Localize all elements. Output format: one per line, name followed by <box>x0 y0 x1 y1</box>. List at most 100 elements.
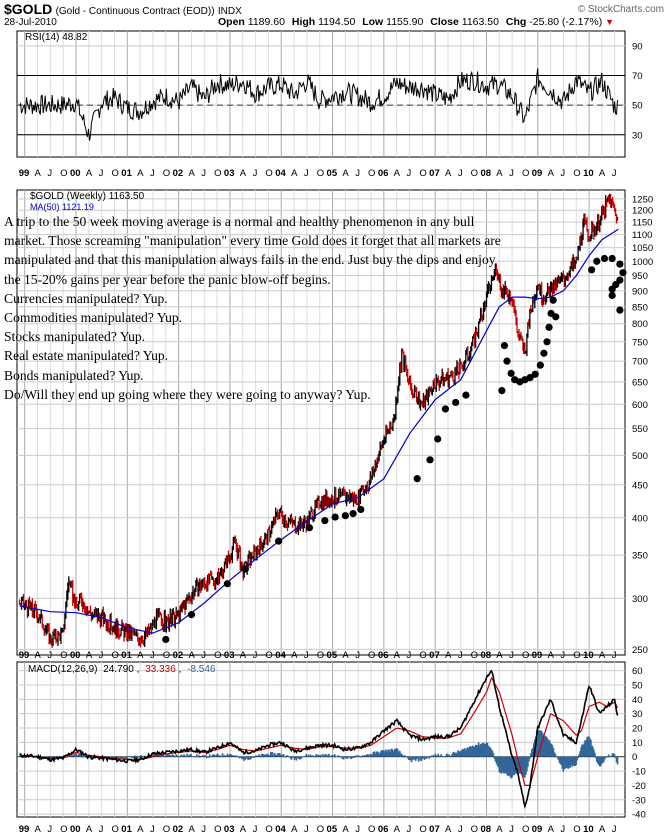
x-tick-label: A <box>394 650 401 661</box>
x-tick-label: O <box>522 824 529 835</box>
x-tick-label: 08 <box>480 824 491 835</box>
macd-legend-hist: -8.546 <box>187 664 216 675</box>
question-mark-dot <box>593 257 601 265</box>
y-tick-label: 300 <box>632 594 648 605</box>
x-tick-label: O <box>419 168 426 179</box>
x-tick-label: J <box>253 168 258 179</box>
question-mark-dot <box>608 254 616 263</box>
x-tick-label: A <box>496 824 503 835</box>
high-value: 1194.50 <box>318 16 356 28</box>
x-tick-label: J <box>509 168 514 179</box>
note-line: Stocks manipulated? Yup. <box>4 329 146 345</box>
x-tick-label: O <box>163 824 170 835</box>
x-tick-label: 02 <box>173 824 184 835</box>
x-tick-label: A <box>342 650 349 661</box>
x-tick-label: O <box>522 650 529 661</box>
x-tick-label: 08 <box>480 168 491 179</box>
x-tick-label: 00 <box>70 168 81 179</box>
y-tick-label: 950 <box>632 271 648 282</box>
y-tick-label: 10 <box>632 738 643 749</box>
buy-dot <box>223 580 231 588</box>
x-tick-label: O <box>214 168 221 179</box>
x-tick-label: A <box>342 168 349 179</box>
x-tick-label: J <box>150 824 155 835</box>
x-tick-label: J <box>612 168 617 179</box>
x-tick-label: J <box>612 650 617 661</box>
x-tick-label: A <box>548 824 555 835</box>
buy-dot <box>426 456 434 464</box>
x-tick-label: A <box>240 824 247 835</box>
x-tick-label: J <box>458 824 463 835</box>
x-tick-label: J <box>458 650 463 661</box>
x-tick-label: 01 <box>121 650 132 661</box>
x-tick-label: A <box>496 168 503 179</box>
y-tick-label: 450 <box>632 480 648 491</box>
x-tick-label: 04 <box>275 168 286 179</box>
x-tick-label: J <box>99 650 104 661</box>
x-tick-label: A <box>291 824 298 835</box>
buy-dot <box>616 306 624 314</box>
x-tick-label: O <box>573 650 580 661</box>
x-tick-label: O <box>163 650 170 661</box>
header-title-row: $GOLD (Gold - Continuous Contract (EOD))… <box>4 1 242 17</box>
rsi-line <box>19 68 618 141</box>
x-tick-label: 03 <box>224 650 235 661</box>
description: (Gold - Continuous Contract (EOD)) <box>55 6 215 17</box>
note-line: Real estate manipulated? Yup. <box>4 348 169 364</box>
x-tick-label: J <box>253 824 258 835</box>
close-label: Close <box>430 16 459 28</box>
x-tick-label: J <box>99 824 104 835</box>
x-tick-label: A <box>599 168 606 179</box>
x-tick-label: A <box>445 168 452 179</box>
high-label: High <box>291 16 316 28</box>
x-tick-label: J <box>150 168 155 179</box>
x-tick-label: 07 <box>429 824 440 835</box>
rsi-legend: RSI(14) 48.82 <box>25 32 88 43</box>
y-tick-label: 70 <box>632 71 643 82</box>
x-tick-label: 09 <box>532 650 543 661</box>
x-tick-label: J <box>201 824 206 835</box>
x-tick-label: O <box>111 650 118 661</box>
x-tick-label: J <box>355 650 360 661</box>
y-tick-label: 550 <box>632 424 648 435</box>
x-tick-label: 06 <box>378 168 389 179</box>
watermark: © StockCharts.com <box>578 4 664 15</box>
buy-dot <box>462 391 470 399</box>
close-value: 1163.50 <box>461 16 499 28</box>
x-tick-label: O <box>317 168 324 179</box>
low-value: 1155.90 <box>386 16 424 28</box>
x-tick-label: O <box>265 824 272 835</box>
y-tick-label: 500 <box>632 451 648 462</box>
rsi-panel: 30 50 70 90 <box>16 30 643 158</box>
y-tick-label: 700 <box>632 357 648 368</box>
x-tick-label: A <box>291 650 298 661</box>
x-tick-label: 02 <box>173 650 184 661</box>
x-tick-label: J <box>458 168 463 179</box>
macd-legend-macd: 24.790 <box>103 664 134 675</box>
u-shape-dot <box>543 338 551 346</box>
x-tick-label: A <box>137 650 144 661</box>
x-tick-label: J <box>253 650 258 661</box>
y-tick-label: 1100 <box>632 230 652 241</box>
x-tick-label: O <box>265 650 272 661</box>
y-tick-label: 1000 <box>632 257 653 268</box>
x-tick-label: O <box>573 168 580 179</box>
y-tick-label: 0 <box>632 752 637 763</box>
x-tick-label: A <box>35 650 42 661</box>
x-tick-label: 04 <box>275 824 286 835</box>
macd-line <box>19 669 619 810</box>
note-paragraph: A trip to the 50 week moving average is … <box>4 214 501 287</box>
y-tick-label: 1050 <box>632 243 653 254</box>
y-tick-label: 30 <box>632 130 643 141</box>
x-tick-label: J <box>407 824 412 835</box>
x-tick-label: O <box>573 824 580 835</box>
x-tick-label: J <box>509 824 514 835</box>
buy-dot <box>452 398 460 407</box>
note-line: Currencies manipulated? Yup. <box>4 290 168 306</box>
x-tick-label: J <box>150 650 155 661</box>
ohlc-row: Open 1189.60 High 1194.50 Low 1155.90 Cl… <box>218 16 614 28</box>
note-line: Bonds manipulated? Yup. <box>4 367 144 383</box>
question-mark-dot <box>588 266 596 274</box>
x-tick-label: J <box>612 824 617 835</box>
